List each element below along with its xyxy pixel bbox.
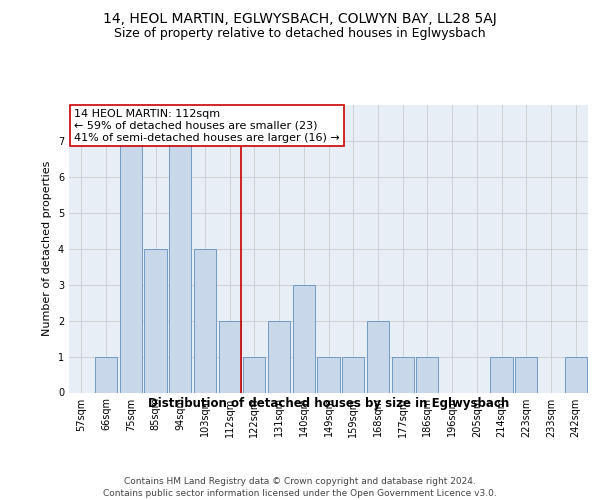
Bar bbox=[342, 356, 364, 392]
Bar bbox=[169, 141, 191, 393]
Y-axis label: Number of detached properties: Number of detached properties bbox=[43, 161, 52, 336]
Bar bbox=[317, 356, 340, 392]
Bar bbox=[145, 249, 167, 392]
Bar bbox=[490, 356, 512, 392]
Text: 14, HEOL MARTIN, EGLWYSBACH, COLWYN BAY, LL28 5AJ: 14, HEOL MARTIN, EGLWYSBACH, COLWYN BAY,… bbox=[103, 12, 497, 26]
Text: Distribution of detached houses by size in Eglwysbach: Distribution of detached houses by size … bbox=[148, 398, 509, 410]
Bar bbox=[95, 356, 117, 392]
Bar bbox=[243, 356, 265, 392]
Bar bbox=[293, 284, 315, 393]
Bar bbox=[515, 356, 538, 392]
Text: Contains HM Land Registry data © Crown copyright and database right 2024.
Contai: Contains HM Land Registry data © Crown c… bbox=[103, 476, 497, 498]
Bar bbox=[416, 356, 439, 392]
Bar bbox=[392, 356, 414, 392]
Bar bbox=[367, 320, 389, 392]
Bar bbox=[268, 320, 290, 392]
Text: Size of property relative to detached houses in Eglwysbach: Size of property relative to detached ho… bbox=[114, 28, 486, 40]
Bar bbox=[119, 141, 142, 393]
Bar bbox=[218, 320, 241, 392]
Bar bbox=[194, 249, 216, 392]
Bar bbox=[565, 356, 587, 392]
Text: 14 HEOL MARTIN: 112sqm
← 59% of detached houses are smaller (23)
41% of semi-det: 14 HEOL MARTIN: 112sqm ← 59% of detached… bbox=[74, 110, 340, 142]
